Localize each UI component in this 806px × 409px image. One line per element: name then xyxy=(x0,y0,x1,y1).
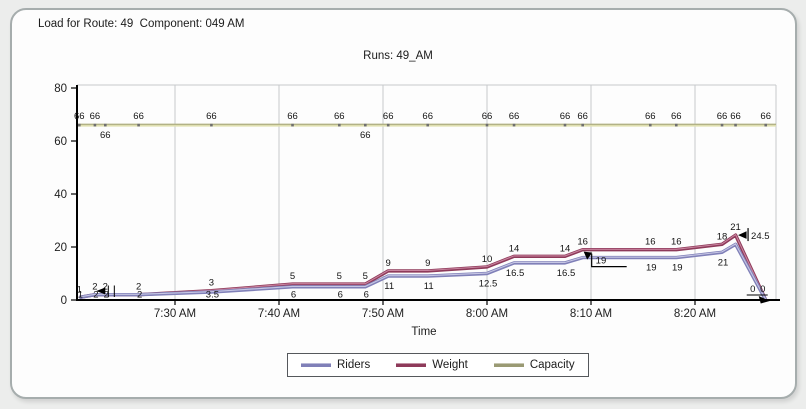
riders-line-swatch xyxy=(301,363,331,367)
svg-text:2: 2 xyxy=(93,290,98,301)
svg-text:66: 66 xyxy=(206,111,217,122)
svg-text:80: 80 xyxy=(54,83,67,95)
svg-text:8:00 AM: 8:00 AM xyxy=(466,308,508,320)
svg-text:2: 2 xyxy=(92,282,97,293)
svg-text:66: 66 xyxy=(560,111,571,122)
callout-arrow-icon xyxy=(738,231,747,239)
svg-text:66: 66 xyxy=(730,111,741,122)
svg-text:2: 2 xyxy=(136,282,141,293)
svg-text:14: 14 xyxy=(509,243,520,254)
svg-text:19: 19 xyxy=(646,263,657,274)
svg-text:60: 60 xyxy=(54,136,67,148)
svg-text:16.5: 16.5 xyxy=(557,268,576,279)
svg-text:66: 66 xyxy=(671,111,682,122)
svg-text:18: 18 xyxy=(717,231,728,242)
svg-text:14: 14 xyxy=(560,243,571,254)
svg-text:6: 6 xyxy=(291,290,296,301)
svg-text:66: 66 xyxy=(133,111,144,122)
svg-text:0: 0 xyxy=(760,284,765,295)
svg-text:66: 66 xyxy=(717,111,728,122)
svg-text:66: 66 xyxy=(422,111,433,122)
svg-text:0: 0 xyxy=(750,284,755,295)
svg-text:16: 16 xyxy=(645,237,656,248)
svg-text:66: 66 xyxy=(360,130,371,141)
svg-text:8:20 AM: 8:20 AM xyxy=(674,308,716,320)
svg-text:5: 5 xyxy=(290,271,295,282)
x-axis-title: Time xyxy=(411,326,437,338)
svg-text:20: 20 xyxy=(54,242,67,254)
svg-text:24.5: 24.5 xyxy=(751,231,770,242)
callout-arrow-icon xyxy=(96,287,106,295)
svg-text:6: 6 xyxy=(338,290,343,301)
legend-item-weight: Weight xyxy=(396,359,468,371)
data-labels: 1122222233.55656569119111012.51416.51416… xyxy=(77,222,741,300)
legend-label-capacity: Capacity xyxy=(529,359,575,371)
svg-text:66: 66 xyxy=(287,111,298,122)
svg-text:7:30 AM: 7:30 AM xyxy=(154,308,196,320)
svg-text:2: 2 xyxy=(104,290,109,301)
legend-label-riders: Riders xyxy=(337,359,371,371)
legend-label-weight: Weight xyxy=(432,359,468,371)
svg-text:66: 66 xyxy=(334,111,345,122)
legend-item-riders: Riders xyxy=(301,359,370,371)
svg-text:66: 66 xyxy=(645,111,656,122)
svg-text:2: 2 xyxy=(137,290,142,301)
svg-text:3.5: 3.5 xyxy=(206,290,219,301)
weight-line-swatch xyxy=(396,363,427,367)
svg-text:5: 5 xyxy=(363,271,368,282)
svg-text:66: 66 xyxy=(482,111,493,122)
weight-line xyxy=(79,233,768,301)
svg-text:6: 6 xyxy=(364,290,369,301)
svg-text:16: 16 xyxy=(671,237,682,248)
svg-text:1: 1 xyxy=(78,290,83,301)
svg-text:2: 2 xyxy=(103,282,108,293)
svg-text:3: 3 xyxy=(209,278,214,289)
svg-text:5: 5 xyxy=(337,271,342,282)
endpoint-arrow-icon xyxy=(758,296,770,304)
svg-text:10: 10 xyxy=(482,254,493,265)
svg-text:66: 66 xyxy=(577,111,588,122)
svg-text:16.5: 16.5 xyxy=(506,268,525,279)
capacity-line-swatch xyxy=(493,363,524,367)
svg-text:0: 0 xyxy=(61,295,67,307)
svg-text:1: 1 xyxy=(77,284,82,295)
report-panel xyxy=(10,8,797,399)
svg-text:9: 9 xyxy=(425,258,430,269)
callout-arrow-icon xyxy=(583,251,593,260)
chart-legend: Riders Weight Capacity xyxy=(287,353,589,377)
chart-subtitle: Runs: 49_AM xyxy=(363,50,433,62)
svg-text:21: 21 xyxy=(718,257,729,268)
svg-text:7:40 AM: 7:40 AM xyxy=(258,308,300,320)
svg-text:40: 40 xyxy=(54,189,67,201)
svg-text:7:50 AM: 7:50 AM xyxy=(362,308,404,320)
annotations: 19 24.5 0 0 xyxy=(96,228,770,304)
svg-text:19: 19 xyxy=(596,256,607,267)
svg-text:12.5: 12.5 xyxy=(479,279,498,290)
capacity-markers xyxy=(78,123,768,127)
svg-text:66: 66 xyxy=(100,130,111,141)
gridlines xyxy=(77,84,777,300)
svg-text:66: 66 xyxy=(760,111,771,122)
svg-text:66: 66 xyxy=(383,111,394,122)
page-title: Load for Route: 49 Component: 049 AM xyxy=(38,18,245,30)
svg-text:66: 66 xyxy=(90,111,101,122)
svg-text:9: 9 xyxy=(386,258,391,269)
svg-text:19: 19 xyxy=(672,263,683,274)
svg-text:66: 66 xyxy=(509,111,520,122)
legend-item-capacity: Capacity xyxy=(493,359,575,371)
svg-text:11: 11 xyxy=(384,281,394,292)
svg-text:8:10 AM: 8:10 AM xyxy=(570,308,612,320)
svg-text:21: 21 xyxy=(730,222,741,233)
svg-text:11: 11 xyxy=(424,281,434,292)
svg-text:16: 16 xyxy=(577,237,588,248)
svg-text:66: 66 xyxy=(74,111,85,122)
